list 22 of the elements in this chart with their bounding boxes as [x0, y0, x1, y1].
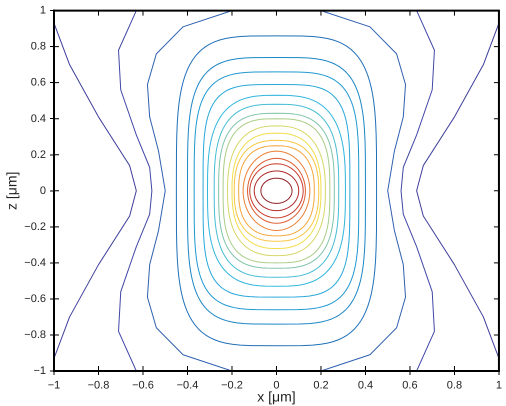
x-tick-label: 0.2 [313, 380, 329, 392]
y-tick-label: −0.4 [24, 256, 46, 269]
x-tick-label: 0.6 [402, 380, 418, 392]
x-tick-label: 0.4 [358, 380, 374, 392]
x-tick-label: −0.8 [88, 380, 110, 392]
y-tick-label: 0.2 [30, 148, 46, 161]
x-tick-label: 1 [496, 380, 502, 392]
y-tick-label: −0.6 [24, 292, 46, 305]
y-tick-label: 0 [40, 184, 46, 197]
y-tick-label: 0.4 [30, 112, 46, 125]
x-tick-label: 0.8 [446, 380, 462, 392]
x-tick-label: −0.2 [221, 380, 243, 392]
x-tick-label: −0.6 [132, 380, 154, 392]
y-tick-label: 0.8 [30, 40, 46, 53]
y-tick-label: 0.6 [30, 76, 46, 89]
y-tick-label: −1 [33, 365, 46, 378]
x-tick-label: −0.4 [176, 380, 198, 392]
y-tick-label: −0.8 [24, 328, 46, 341]
y-axis-title: z [μm] [3, 172, 20, 210]
x-tick-label: −1 [48, 380, 60, 392]
y-tick-label: −0.2 [24, 220, 46, 233]
y-tick-label: 1 [40, 4, 46, 17]
